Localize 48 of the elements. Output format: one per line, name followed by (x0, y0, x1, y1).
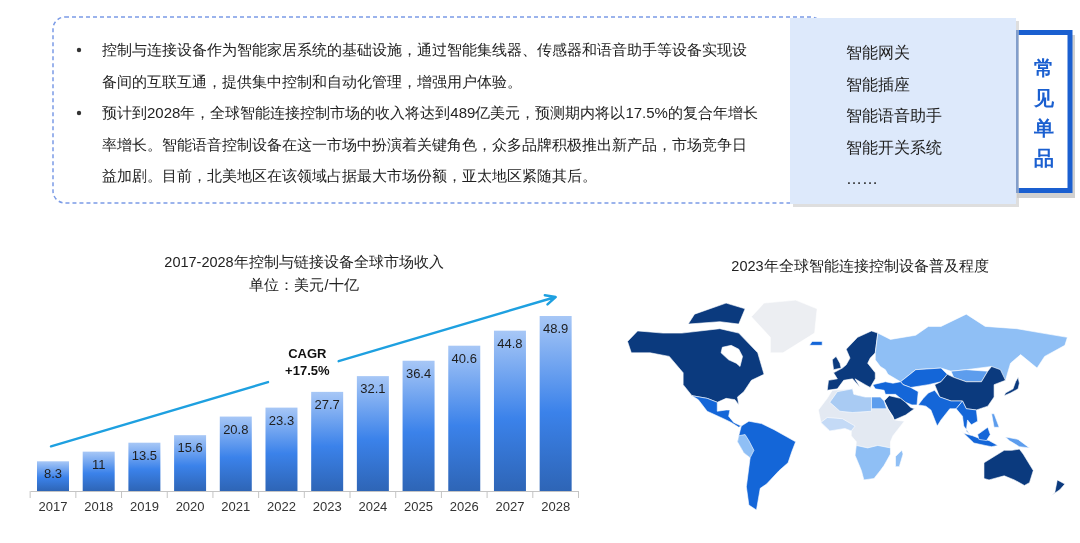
x-tick-label: 2021 (221, 499, 251, 515)
x-tick-label: 2020 (175, 499, 205, 515)
x-tick-label: 2025 (404, 499, 434, 515)
text: 控制与连接设备作为智能家居系统的基础设施，通过智能集线器、传感器和语音助手等设备实现设备间的互联互通，提供集中控制和自动化管理，增强用户体验。 (102, 41, 747, 90)
data-label: 23.3 (268, 412, 295, 428)
chart-title: 2017-2028年控制与链接设备全球市场收入 (164, 254, 444, 270)
chart-subtitle: 单位：美元/十亿 (249, 277, 359, 293)
data-label: 27.7 (314, 396, 340, 412)
data-label: 8.3 (43, 466, 63, 482)
x-tick-label: 2019 (129, 499, 159, 515)
x-tick-label: 2027 (495, 499, 525, 515)
bar (219, 416, 252, 491)
bar (448, 345, 481, 491)
bar (37, 461, 69, 491)
annotation: CAGR +17.5% (285, 345, 330, 378)
text: 智能插座 (846, 75, 910, 93)
bar (265, 407, 298, 491)
data-label: 20.8 (223, 421, 249, 437)
text: …… (846, 170, 878, 187)
bar (174, 435, 207, 491)
data-label: 11 (91, 456, 106, 472)
text: 智能开关系统 (846, 138, 942, 156)
text: 2023年全球智能连接控制设备普及程度 (731, 258, 989, 274)
bar (311, 391, 344, 491)
x-tick-label: 2026 (449, 499, 479, 515)
bar (402, 360, 435, 491)
data-label: 48.9 (543, 321, 569, 336)
text: 智能网关 (846, 44, 910, 61)
data-label: 13.5 (131, 447, 158, 463)
data-label: 32.1 (360, 381, 386, 397)
bar (82, 451, 115, 491)
bar (356, 376, 389, 491)
bar (128, 442, 161, 491)
x-tick-label: 2024 (358, 499, 388, 515)
text: 智能语音助手 (846, 107, 942, 124)
x-tick-label: 2018 (84, 499, 114, 515)
x-tick-label: 2017 (38, 499, 68, 515)
data-label: 44.8 (497, 335, 523, 351)
data-label: 40.6 (451, 350, 477, 366)
x-tick-label: 2022 (267, 499, 296, 515)
text: 常见单品 (1033, 57, 1055, 169)
text: 预计到2028年，全球智能连接控制市场的收入将达到489亿美元，预测期内将以17.5%的复合年增长率增长。智能语音控制设备在这一市场中扮演着关键角色，众多品牌积极推出新产品，市场竞争日益加剧。目前，北美地区在该领域占据最大市场份额，亚太地区紧随其后。 (102, 104, 758, 184)
bar (493, 330, 526, 491)
data-label: 36.4 (405, 365, 432, 381)
data-label: 15.6 (177, 440, 203, 456)
x-tick-label: 2028 (541, 499, 571, 515)
x-tick-label: 2023 (312, 499, 342, 515)
bar (539, 316, 572, 491)
